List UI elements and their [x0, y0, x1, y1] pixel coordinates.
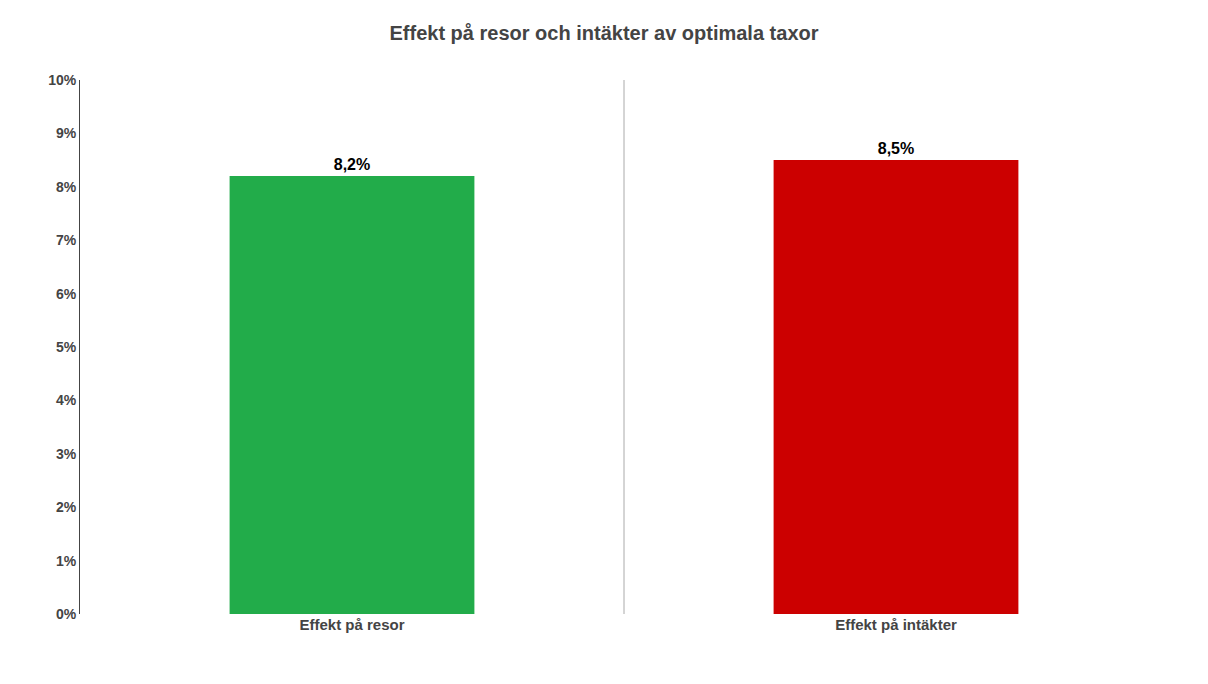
svg-text:8%: 8% — [56, 179, 77, 195]
svg-text:1%: 1% — [56, 553, 77, 569]
svg-text:8,5%: 8,5% — [878, 140, 914, 157]
svg-text:9%: 9% — [56, 125, 77, 141]
svg-text:5%: 5% — [56, 339, 77, 355]
svg-text:3%: 3% — [56, 446, 77, 462]
svg-text:Effekt på resor: Effekt på resor — [299, 616, 404, 633]
svg-text:6%: 6% — [56, 286, 77, 302]
svg-text:Effekt på resor och intäkter a: Effekt på resor och intäkter av optimala… — [389, 22, 818, 44]
svg-text:8,2%: 8,2% — [334, 156, 370, 173]
svg-text:Effekt på intäkter: Effekt på intäkter — [835, 616, 957, 633]
svg-text:0%: 0% — [56, 606, 77, 622]
svg-text:10%: 10% — [48, 72, 77, 88]
svg-text:4%: 4% — [56, 392, 77, 408]
svg-text:7%: 7% — [56, 232, 77, 248]
svg-text:2%: 2% — [56, 499, 77, 515]
